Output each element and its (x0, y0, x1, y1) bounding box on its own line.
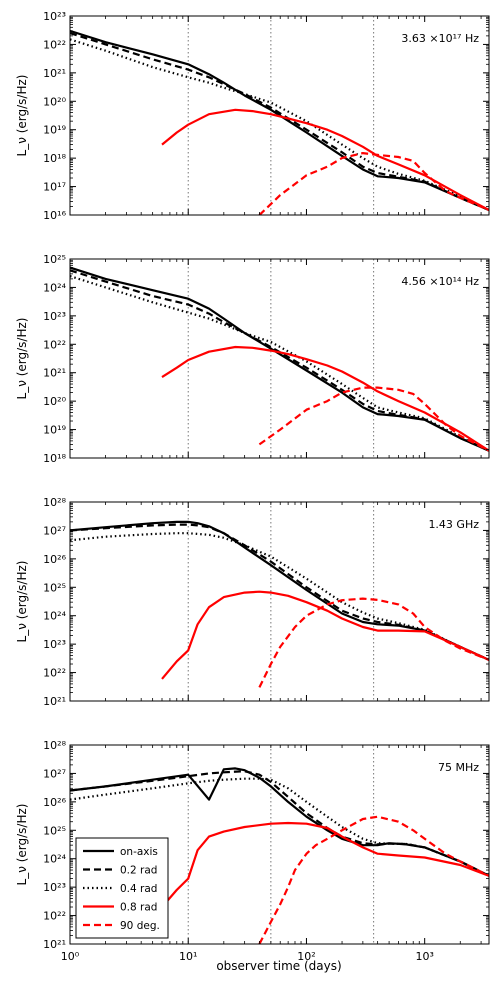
legend-label: 0.8 rad (120, 902, 157, 914)
plot-frame (69, 15, 490, 216)
x-ticks (69, 745, 482, 944)
series-line-0-4-rad (70, 38, 489, 211)
x-tick-label: 10² (297, 950, 315, 963)
series-line-0-8-rad (161, 345, 489, 452)
frequency-label: 3.63 ×10¹⁷ Hz (401, 32, 479, 45)
y-axis: 10¹⁶ 10¹⁷ 10¹⁸ 10¹⁹ 10²⁰ 10²¹ 10²² 10²³ (43, 10, 489, 222)
y-tick-label: 10²² (43, 910, 66, 923)
x-ticks (69, 259, 482, 458)
y-tick-label: 10²³ (43, 638, 66, 651)
y-axis-label: L_ν (erg/s/Hz) (15, 561, 29, 643)
y-tick-label: 10²³ (43, 10, 66, 23)
series-line-0-4-rad (70, 532, 489, 661)
y-tick-label: 10²⁸ (43, 496, 66, 509)
plot-frame (69, 258, 490, 459)
series-group (70, 266, 489, 452)
y-tick-label: 10²⁷ (43, 524, 66, 537)
y-tick-label: 10²² (43, 667, 66, 680)
y-tick-label: 10¹⁸ (43, 452, 66, 465)
y-tick-label: 10²⁵ (43, 581, 66, 594)
y-axis: 10¹⁸ 10¹⁹ 10²⁰ 10²¹ 10²² 10²³ 10²⁴ 10²⁵ (43, 253, 489, 465)
panel-radio-75mhz: 10²¹ 10²² 10²³ 10²⁴ 10²⁵ 10²⁶ 10²⁷ 10²⁸ L_ν (erg… (15, 739, 490, 951)
series-line-0-8-rad (161, 108, 489, 211)
y-tick-label: 10¹⁶ (43, 209, 66, 222)
y-tick-label: 10²¹ (43, 938, 66, 951)
series-group (70, 29, 489, 215)
y-tick-label: 10²⁵ (43, 253, 66, 266)
y-tick-label: 10²⁶ (43, 553, 66, 566)
panel-xray: 10¹⁶ 10¹⁷ 10¹⁸ 10¹⁹ 10²⁰ 10²¹ 10²² 10²³ L_ν (erg… (15, 10, 490, 222)
y-axis: 10²¹ 10²² 10²³ 10²⁴ 10²⁵ 10²⁶ 10²⁷ 10²⁸ (43, 496, 489, 708)
y-tick-label: 10²³ (43, 310, 66, 323)
y-tick-label: 10²⁴ (43, 853, 66, 866)
x-tick-label: 10⁰ (61, 950, 80, 963)
legend-label: on-axis (120, 846, 158, 858)
legend-label: 0.4 rad (120, 883, 157, 895)
y-tick-label: 10²⁶ (43, 796, 66, 809)
legend: on-axis 0.2 rad 0.4 rad 0.8 rad 90 deg. (75, 837, 169, 939)
series-group (70, 767, 489, 944)
series-line-0-2-rad (70, 269, 489, 452)
x-axis: observer time (days) 10⁰ 10¹ 10² 10³ (61, 950, 434, 973)
frequency-label: 1.43 GHz (428, 518, 479, 531)
series-line-on-axis (70, 266, 489, 452)
series-line-0-2-rad (70, 523, 489, 661)
y-tick-label: 10¹⁹ (43, 424, 66, 437)
y-tick-label: 10²² (43, 338, 66, 351)
frequency-label: 4.56 ×10¹⁴ Hz (401, 275, 479, 288)
legend-label: 0.2 rad (120, 865, 157, 877)
y-tick-label: 10²⁵ (43, 824, 66, 837)
y-tick-label: 10²⁷ (43, 767, 66, 780)
series-group (70, 520, 489, 688)
x-ticks (69, 502, 482, 701)
series-line-90-deg- (258, 815, 489, 944)
series-line-90-deg- (258, 386, 489, 452)
legend-label: 90 deg. (120, 920, 160, 932)
panel-optical: 10¹⁸ 10¹⁹ 10²⁰ 10²¹ 10²² 10²³ 10²⁴ 10²⁵ L_ν (erg… (15, 253, 490, 465)
x-tick-label: 10¹ (179, 950, 197, 963)
y-tick-label: 10¹⁹ (43, 124, 66, 137)
series-line-0-2-rad (70, 32, 489, 212)
x-axis-label: observer time (days) (216, 959, 341, 973)
y-tick-label: 10²¹ (43, 67, 66, 80)
y-tick-label: 10²⁴ (43, 610, 66, 623)
series-line-0-8-rad (161, 821, 489, 908)
series-line-0-8-rad (161, 590, 489, 680)
series-line-0-4-rad (70, 777, 489, 877)
y-tick-label: 10¹⁸ (43, 152, 66, 165)
series-line-0-2-rad (70, 770, 489, 877)
y-axis-label: L_ν (erg/s/Hz) (15, 318, 29, 400)
y-tick-label: 10²² (43, 38, 66, 51)
frequency-label: 75 MHz (438, 761, 479, 774)
y-tick-label: 10²⁸ (43, 739, 66, 752)
legend-box (75, 837, 169, 939)
y-axis: 10²¹ 10²² 10²³ 10²⁴ 10²⁵ 10²⁶ 10²⁷ 10²⁸ (43, 739, 489, 951)
plot-frame (69, 501, 490, 702)
x-tick-label: 10³ (415, 950, 433, 963)
series-line-90-deg- (258, 597, 489, 688)
plot-frame (69, 744, 490, 945)
panel-radio-1-43ghz: 10²¹ 10²² 10²³ 10²⁴ 10²⁵ 10²⁶ 10²⁷ 10²⁸ L_ν (erg… (15, 496, 490, 708)
y-axis-label: L_ν (erg/s/Hz) (15, 804, 29, 886)
y-tick-label: 10¹⁷ (43, 181, 66, 194)
series-line-on-axis (70, 520, 489, 661)
series-line-90-deg- (258, 152, 489, 215)
y-tick-label: 10²⁰ (43, 95, 66, 108)
y-axis-label: L_ν (erg/s/Hz) (15, 75, 29, 157)
y-tick-label: 10²¹ (43, 695, 66, 708)
y-tick-label: 10²¹ (43, 367, 66, 380)
series-line-0-4-rad (70, 275, 489, 452)
x-ticks (69, 16, 482, 215)
y-tick-label: 10²⁴ (43, 281, 66, 294)
y-tick-label: 10²³ (43, 881, 66, 894)
y-tick-label: 10²⁰ (43, 395, 66, 408)
